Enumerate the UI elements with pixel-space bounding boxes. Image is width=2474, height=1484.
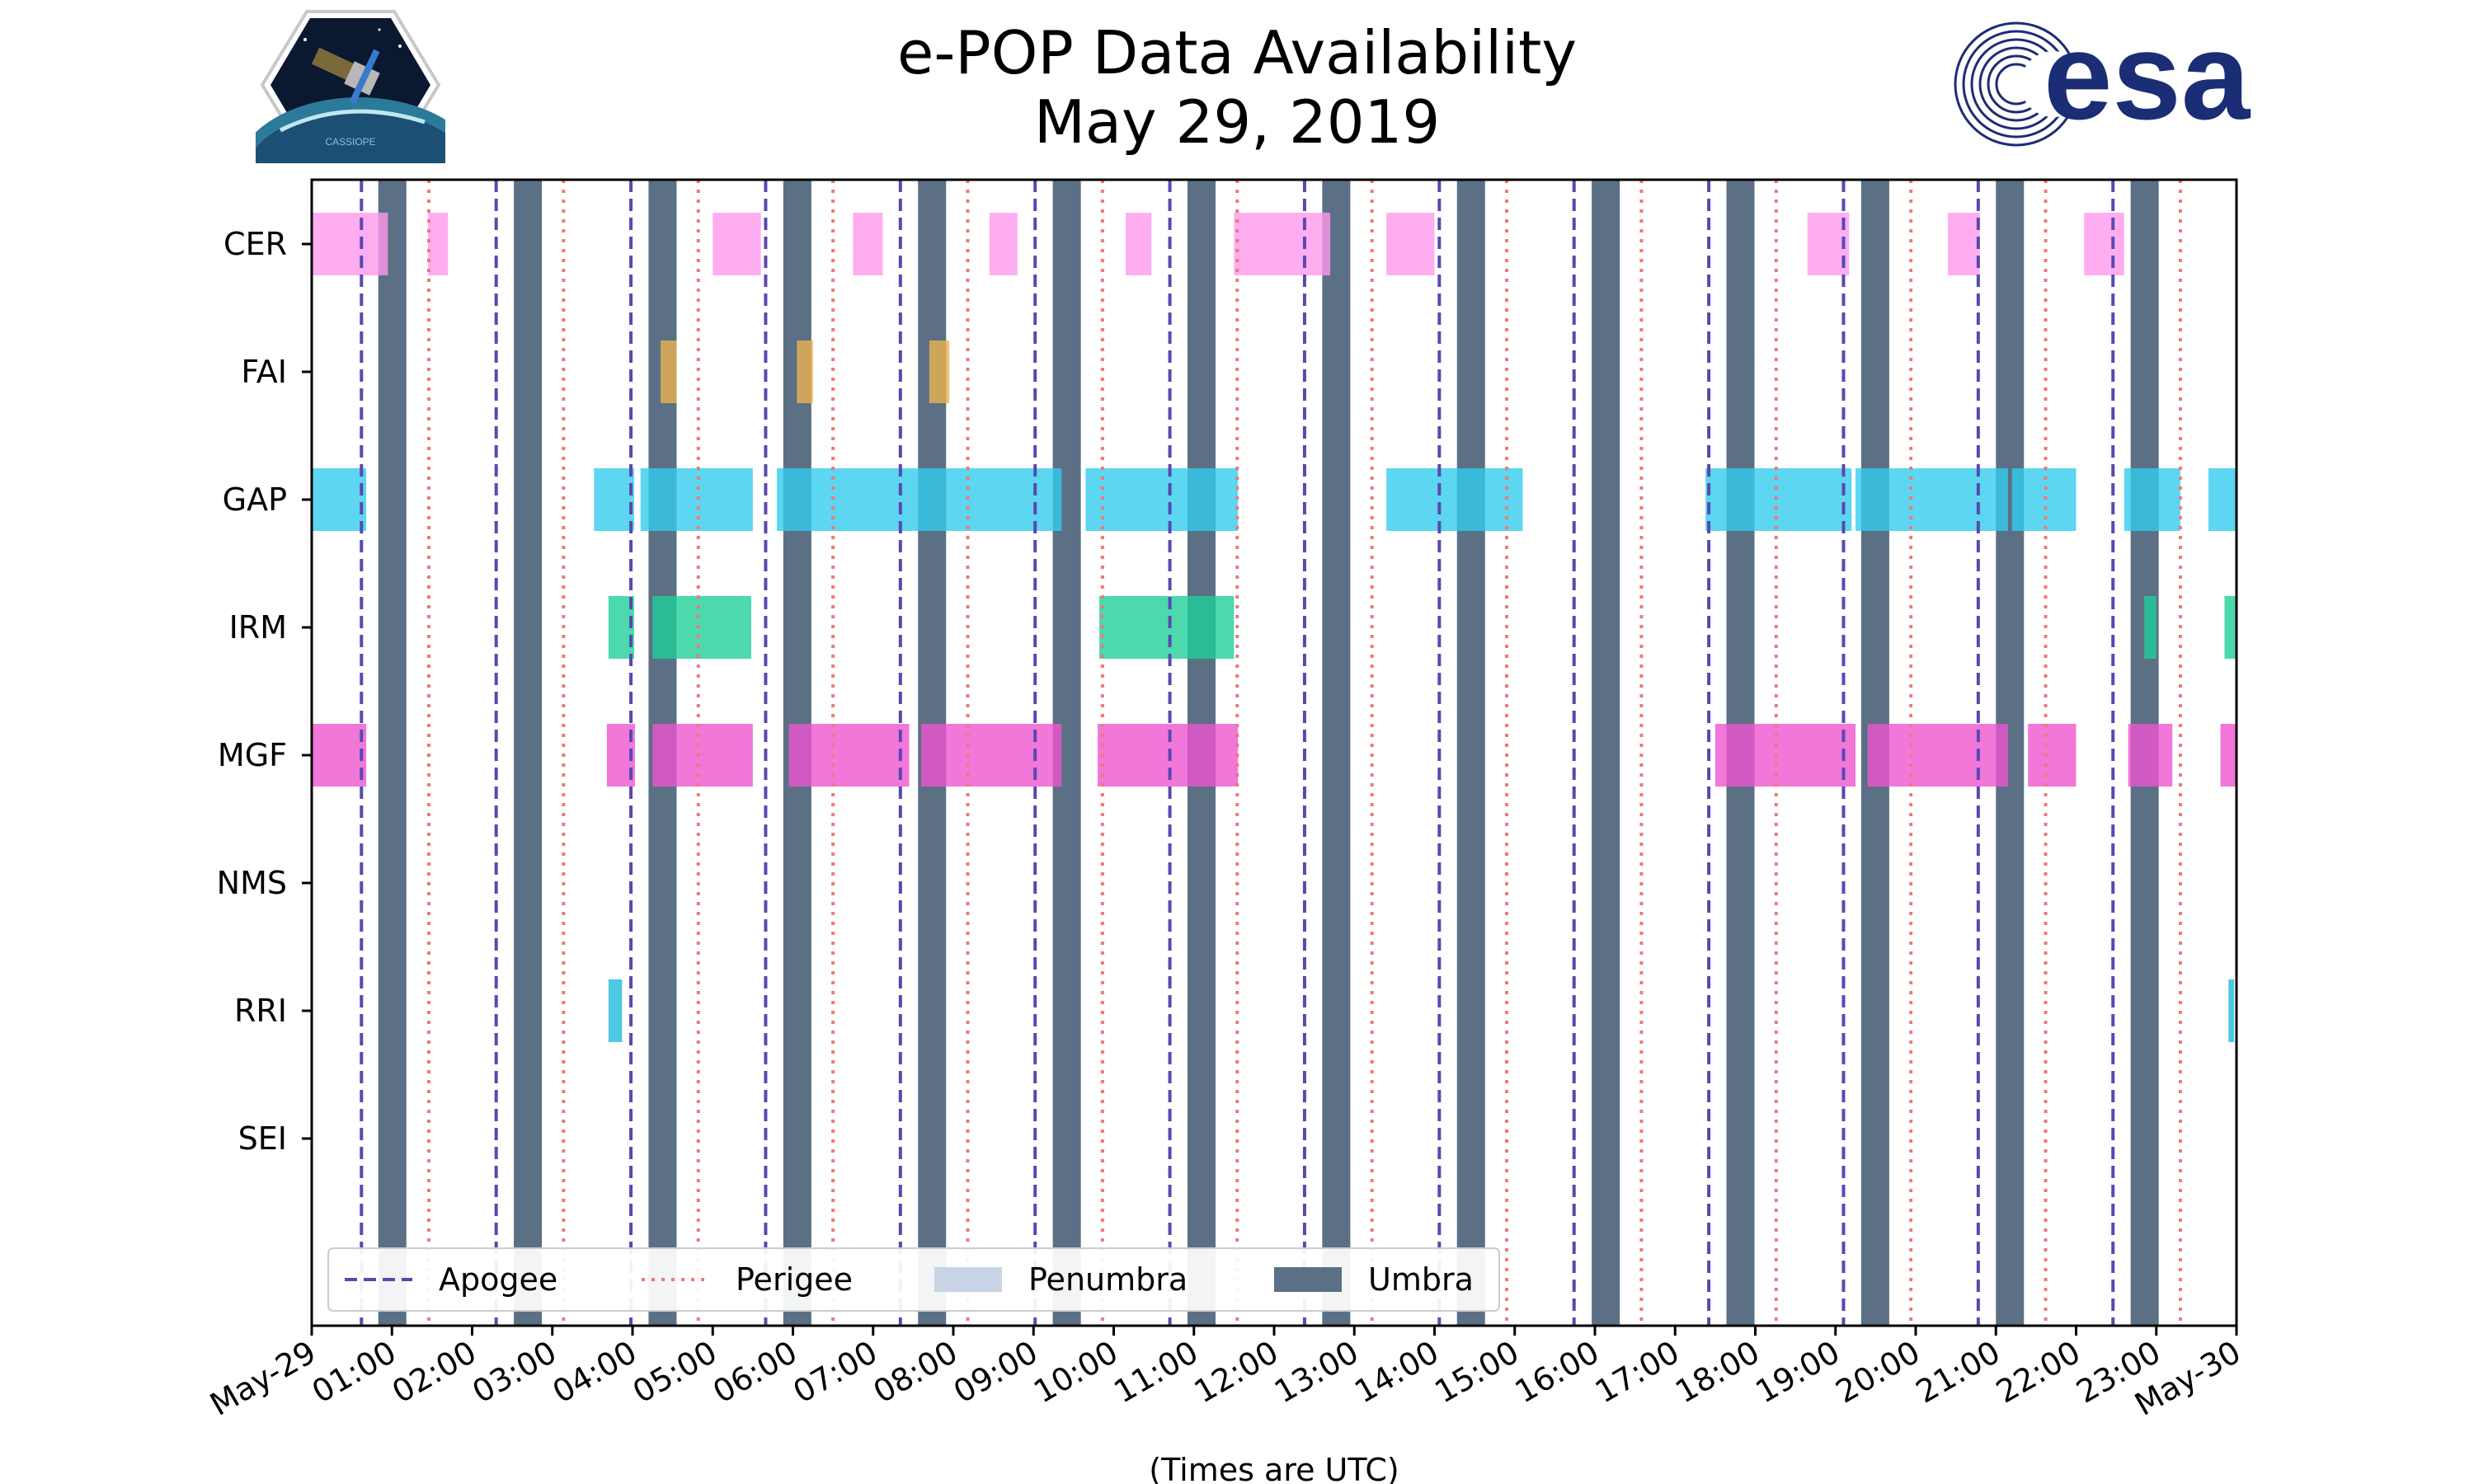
umbra-band: [514, 180, 543, 1326]
y-tick-label: NMS: [217, 865, 287, 901]
x-tick-label: 12:00: [1188, 1334, 1285, 1411]
legend-label-perigee: Perigee: [736, 1261, 853, 1298]
bar-irm: [1098, 596, 1235, 659]
x-tick-label: 10:00: [1028, 1334, 1124, 1411]
legend-swatch-umbra: [1274, 1267, 1342, 1292]
umbra-band: [1592, 180, 1620, 1326]
x-tick-label: 07:00: [787, 1334, 883, 1411]
x-tick-label: 21:00: [1910, 1334, 2006, 1411]
bar-mgf: [2028, 724, 2077, 787]
bar-irm: [2224, 596, 2236, 659]
x-tick-label: 04:00: [547, 1334, 643, 1411]
x-axis-label: (Times are UTC): [1149, 1452, 1399, 1484]
chart-title-line1: e-POP Data Availability: [897, 18, 1577, 87]
bar-gap: [1705, 468, 1852, 531]
bar-mgf: [652, 724, 753, 787]
x-tick-label: 02:00: [386, 1334, 482, 1411]
bar-gap: [594, 468, 634, 531]
bar-irm: [2144, 596, 2157, 659]
legend-swatch-penumbra: [934, 1267, 1002, 1292]
x-tick-label: 11:00: [1108, 1334, 1204, 1411]
bar-gap: [1856, 468, 2008, 531]
x-tick-label: 06:00: [707, 1334, 803, 1411]
bar-mgf: [1867, 724, 2008, 787]
x-tick-label: 13:00: [1268, 1334, 1365, 1411]
legend-box: [327, 1247, 1500, 1312]
x-tick-label: 05:00: [627, 1334, 723, 1411]
bar-gap: [777, 468, 905, 531]
y-tick-label: FAI: [241, 354, 287, 390]
bar-fai: [797, 340, 813, 403]
bar-cer: [713, 213, 761, 275]
chart-title-line2: May 29, 2019: [1033, 87, 1441, 157]
bar-cer: [1234, 213, 1331, 275]
bar-irm: [652, 596, 751, 659]
bar-mgf: [1714, 724, 1856, 787]
legend-label-penumbra: Penumbra: [1028, 1261, 1188, 1298]
bar-mgf: [921, 724, 1062, 787]
chart-title: e-POP Data Availability May 29, 2019: [0, 18, 2474, 157]
y-tick-label: MGF: [218, 737, 287, 773]
x-tick-label: 17:00: [1589, 1334, 1686, 1411]
bar-rri: [608, 979, 623, 1042]
esa-logo-icon: esa: [1954, 18, 2251, 147]
bar-mgf: [1098, 724, 1239, 787]
x-tick-label: 20:00: [1830, 1334, 1926, 1411]
x-tick-label: 08:00: [868, 1334, 964, 1411]
bar-mgf: [788, 724, 910, 787]
umbra-band: [378, 180, 407, 1326]
bar-rri: [2228, 979, 2235, 1042]
bar-fai: [929, 340, 950, 403]
bar-cer: [1947, 213, 1980, 275]
cassiope-logo-text: CASSIOPE: [325, 136, 375, 148]
bar-gap: [1386, 468, 1523, 531]
x-tick-label: 14:00: [1348, 1334, 1445, 1411]
y-tick-label: RRI: [234, 993, 287, 1029]
cassiope-mission-patch-icon: CASSIOPE: [256, 10, 445, 163]
bar-cer: [428, 213, 449, 275]
bar-mgf: [2220, 724, 2236, 787]
x-tick-label: 19:00: [1749, 1334, 1846, 1411]
bar-cer: [312, 213, 388, 275]
y-tick-label: IRM: [229, 609, 287, 646]
legend-label-apogee: Apogee: [439, 1261, 557, 1298]
x-tick-label: 22:00: [1990, 1334, 2086, 1411]
x-tick-label: 01:00: [306, 1334, 402, 1411]
umbra-band: [1322, 180, 1351, 1326]
x-tick-label: 18:00: [1669, 1334, 1766, 1411]
bar-cer: [1386, 213, 1435, 275]
bar-cer: [853, 213, 883, 275]
bar-gap: [312, 468, 367, 531]
bar-cer: [989, 213, 1018, 275]
x-tick-label: 09:00: [948, 1334, 1044, 1411]
x-tick-label: May-29: [204, 1334, 322, 1423]
bar-gap: [905, 468, 1062, 531]
bar-mgf: [312, 724, 367, 787]
x-tick-label: 16:00: [1509, 1334, 1606, 1411]
x-tick-label: 15:00: [1428, 1334, 1525, 1411]
bar-mgf: [2128, 724, 2173, 787]
bar-cer: [1126, 213, 1152, 275]
bar-gap: [2124, 468, 2180, 531]
legend-label-umbra: Umbra: [1368, 1261, 1474, 1298]
y-tick-label: CER: [223, 226, 287, 262]
bar-gap: [2208, 468, 2236, 531]
bar-fai: [661, 340, 677, 403]
y-tick-label: GAP: [223, 481, 287, 518]
bar-cer: [2084, 213, 2124, 275]
x-tick-label: 03:00: [466, 1334, 562, 1411]
y-tick-label: SEI: [238, 1120, 287, 1157]
umbra-band: [1456, 180, 1485, 1326]
esa-logo-text: esa: [2044, 18, 2251, 145]
bar-gap: [1085, 468, 1239, 531]
